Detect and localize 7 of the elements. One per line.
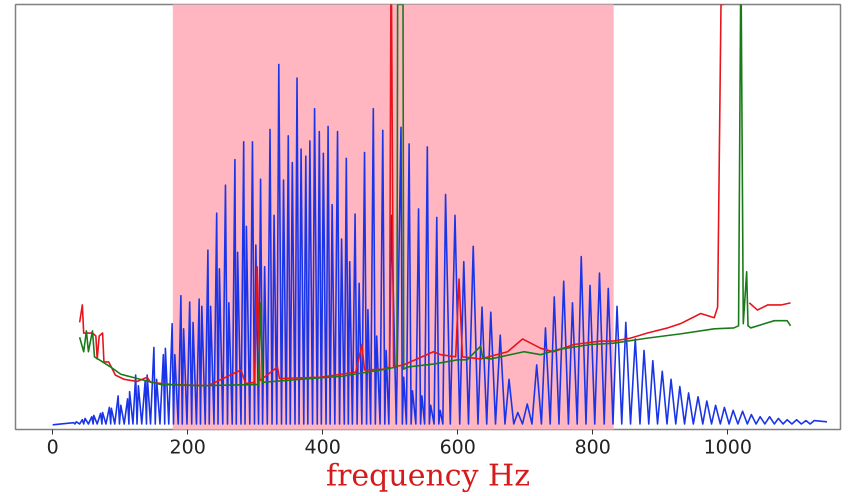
x-tick-label: 800 <box>574 436 611 458</box>
x-tick-label: 200 <box>170 436 206 458</box>
x-axis-title: frequency Hz <box>326 458 530 494</box>
x-tick-label: 600 <box>440 436 476 458</box>
x-tick-label: 1000 <box>704 436 752 458</box>
x-tick-label: 0 <box>46 436 59 458</box>
x-tick-label: 400 <box>304 436 341 458</box>
